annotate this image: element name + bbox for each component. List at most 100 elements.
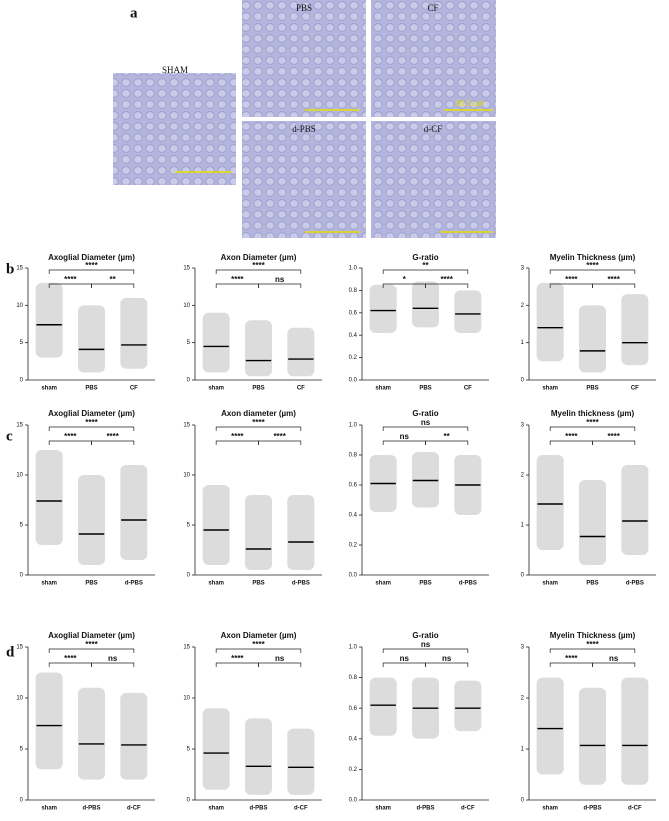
x-tick-label: PBS	[252, 386, 264, 392]
dot-spread	[120, 297, 148, 369]
significance-label: ****	[252, 418, 265, 427]
y-tick-label: 0	[521, 378, 525, 384]
x-tick-label: sham	[41, 581, 57, 587]
significance-label: ns	[442, 654, 452, 663]
x-tick-label: d-PBS	[626, 581, 644, 587]
significance-label: ****	[85, 640, 98, 649]
significance-bracket	[382, 648, 469, 653]
y-tick-label: 0	[20, 378, 24, 384]
y-tick-label: 10	[16, 696, 23, 702]
image-label: d-CF	[424, 124, 443, 134]
significance-label: ****	[586, 261, 599, 270]
y-tick-label: 15	[16, 423, 23, 429]
significance-bracket	[258, 440, 302, 445]
image-label: PBS	[296, 3, 312, 13]
panel-label: a	[130, 5, 138, 21]
micrograph: CF 60.0 µm	[371, 0, 496, 117]
x-tick-label: d-CF	[127, 806, 141, 812]
significance-label: ****	[106, 432, 119, 441]
dot-spread	[536, 677, 564, 775]
significance-label: ****	[85, 418, 98, 427]
significance-bracket	[215, 648, 302, 653]
image	[371, 121, 496, 238]
chart: Axon diameter (µm) 0 5 10 15 sham PBS d-PBS ****…	[183, 409, 322, 587]
y-tick-label: 15	[183, 266, 190, 272]
chart-title: G-ratio	[412, 253, 438, 262]
y-tick-label: 2	[521, 473, 525, 479]
y-tick-label: 15	[16, 266, 23, 272]
x-tick-label: d-PBS	[584, 806, 602, 812]
significance-bracket	[91, 662, 135, 667]
y-tick-label: 0.4	[349, 513, 358, 519]
significance-label: ns	[108, 654, 118, 663]
x-tick-label: sham	[208, 581, 224, 587]
dot-spread	[77, 687, 106, 780]
y-tick-label: 1	[521, 340, 525, 346]
dot-spread	[621, 294, 649, 366]
significance-bracket	[425, 662, 469, 667]
significance-bracket	[48, 269, 135, 274]
x-tick-label: d-CF	[294, 806, 308, 812]
x-tick-label: sham	[375, 581, 391, 587]
dot-spread	[35, 282, 63, 358]
dot-spread	[77, 475, 106, 565]
significance-bracket	[215, 662, 259, 667]
y-tick-label: 5	[187, 523, 191, 529]
micrograph: d-CF	[371, 121, 496, 238]
dot-spread	[454, 290, 482, 333]
dot-spread	[35, 450, 63, 545]
scale-bar-label: 60.0 µm	[455, 99, 484, 108]
x-tick-label: d-CF	[628, 806, 642, 812]
significance-bracket	[425, 440, 469, 445]
y-tick-label: 0.6	[349, 706, 358, 712]
significance-bracket	[382, 269, 469, 274]
significance-label: ns	[609, 654, 619, 663]
dot-spread	[120, 465, 148, 560]
y-tick-label: 5	[187, 747, 191, 753]
dot-spread	[454, 680, 482, 732]
significance-label: ****	[64, 654, 77, 663]
dot-spread	[35, 672, 63, 770]
significance-bracket	[425, 283, 469, 288]
image	[242, 121, 366, 238]
x-tick-label: sham	[208, 806, 224, 812]
dot-spread	[536, 282, 564, 362]
chart-title: Axon Diameter (µm)	[221, 631, 297, 640]
y-tick-label: 0	[187, 798, 191, 804]
significance-bracket	[592, 662, 636, 667]
micrograph: d-PBS	[242, 121, 366, 238]
image-label: d-PBS	[292, 124, 316, 134]
significance-bracket	[549, 440, 593, 445]
significance-label: ns	[275, 654, 285, 663]
dot-spread	[578, 305, 607, 373]
y-tick-label: 0	[187, 573, 191, 579]
chart: Myelin thickness (µm) 0 1 2 3 sham PBS d-PBS ***…	[521, 409, 656, 587]
x-tick-label: PBS	[419, 581, 431, 587]
chart: Axon Diameter (µm) 0 5 10 15 sham d-PBS d-CF ***…	[183, 631, 322, 812]
significance-label: ****	[565, 654, 578, 663]
significance-label: ns	[421, 418, 431, 427]
chart: Axon Diameter (µm) 0 5 10 15 sham PBS CF **** ns *…	[183, 253, 322, 392]
dot-spread	[244, 718, 273, 795]
y-tick-label: 5	[20, 747, 24, 753]
y-tick-label: 0.8	[349, 288, 358, 294]
x-tick-label: sham	[375, 386, 391, 392]
significance-bracket	[48, 440, 92, 445]
y-tick-label: 0.6	[349, 310, 358, 316]
y-tick-label: 2	[521, 696, 525, 702]
chart: Myelin Thickness (µm) 0 1 2 3 sham PBS CF **** **…	[521, 253, 656, 392]
dot-spread	[411, 452, 440, 508]
y-tick-label: 3	[521, 266, 525, 272]
significance-bracket	[549, 662, 593, 667]
significance-bracket	[48, 662, 92, 667]
x-tick-label: PBS	[586, 386, 598, 392]
significance-label: ns	[400, 432, 410, 441]
chart-title: Axoglial Diameter (µm)	[48, 409, 135, 418]
significance-bracket	[382, 440, 426, 445]
x-tick-label: CF	[297, 386, 305, 392]
significance-bracket	[382, 662, 426, 667]
x-tick-label: PBS	[419, 386, 431, 392]
y-tick-label: 0	[521, 573, 525, 579]
x-tick-label: PBS	[586, 581, 598, 587]
dot-spread	[287, 327, 315, 377]
